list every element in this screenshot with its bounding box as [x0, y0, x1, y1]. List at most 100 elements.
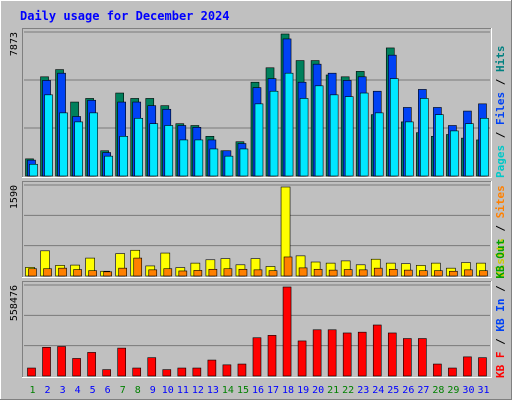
- x-tick-label: 9: [150, 385, 156, 396]
- x-tick-label: 8: [135, 385, 141, 396]
- bar-sites: [388, 268, 398, 277]
- bar-pages: [450, 130, 459, 177]
- bar-kbf: [87, 352, 96, 377]
- x-tick-label: 13: [207, 385, 219, 396]
- x-tick-label: 21: [327, 385, 339, 396]
- bar-sites: [28, 268, 37, 277]
- bar-kbf: [433, 363, 442, 377]
- bar-pages: [44, 94, 53, 177]
- bar-sites: [88, 270, 97, 277]
- bar-pages: [389, 78, 399, 177]
- y-max-label-visits: 1590: [9, 185, 20, 209]
- x-tick-label: 25: [387, 385, 399, 396]
- x-tick-label: 5: [90, 385, 96, 396]
- legend-separator: /: [494, 279, 507, 299]
- x-tick-label: 11: [177, 385, 189, 396]
- legend-separator: /: [494, 125, 507, 145]
- bar-sites: [148, 269, 158, 277]
- x-tick-label: 26: [402, 385, 414, 396]
- bar-kbf: [252, 337, 262, 377]
- bar-kbf: [237, 363, 247, 377]
- bar-kbf: [297, 340, 307, 377]
- x-tick-label: 17: [267, 385, 279, 396]
- bar-kbf: [267, 335, 277, 377]
- bar-kbf: [463, 356, 472, 377]
- bar-pages: [420, 98, 429, 177]
- bar-sites: [103, 271, 112, 277]
- bar-sites: [163, 268, 173, 277]
- bar-pages: [134, 117, 144, 177]
- legend-kbytes: KB F / KB In / KB Out: [494, 239, 507, 378]
- x-tick-label: 16: [252, 385, 264, 396]
- bar-sites: [298, 267, 308, 277]
- bar-sites: [343, 269, 353, 277]
- x-tick-label: 30: [462, 385, 474, 396]
- bar-pages: [480, 117, 489, 177]
- bar-kbf: [57, 346, 66, 377]
- bar-pages: [299, 98, 309, 177]
- bar-pages: [405, 121, 414, 177]
- legend-entry-kb-f: KB F: [494, 352, 507, 379]
- legend-entry-kb-out: KB Out: [494, 239, 507, 279]
- bar-pages: [209, 148, 219, 177]
- bar-sites: [358, 269, 368, 277]
- legend-visits: Visits / Sites: [494, 185, 507, 278]
- bar-pages: [29, 163, 38, 177]
- x-tick-label: 14: [222, 385, 234, 396]
- bar-sites: [223, 268, 233, 277]
- bar-kbf: [282, 286, 292, 377]
- bar-pages: [164, 125, 174, 177]
- bar-sites: [434, 270, 443, 277]
- bar-kbf: [387, 332, 397, 377]
- bar-kbf: [448, 367, 457, 377]
- legend-entry-hits: Hits: [494, 46, 507, 73]
- bar-pages: [314, 85, 324, 177]
- bar-sites: [283, 256, 293, 277]
- bar-sites: [58, 267, 67, 277]
- x-tick-label: 23: [357, 385, 369, 396]
- bar-pages: [179, 139, 189, 177]
- x-tick-label: 2: [45, 385, 51, 396]
- bar-kbf: [312, 329, 322, 377]
- bar-kbf: [478, 357, 487, 377]
- bar-sites: [479, 270, 488, 277]
- legend-entry-pages: Pages: [494, 145, 507, 178]
- legend-entry-files: Files: [494, 92, 507, 125]
- x-tick-label: 22: [342, 385, 354, 396]
- legend-entry-kb-in: KB In: [494, 299, 507, 332]
- x-tick-label: 10: [162, 385, 174, 396]
- legend-entry-visits: Visits: [494, 238, 507, 278]
- x-tick-label: 29: [447, 385, 459, 396]
- bar-kbf: [117, 347, 126, 377]
- bar-pages: [74, 121, 83, 177]
- legend-separator: /: [494, 332, 507, 352]
- bar-sites: [404, 269, 413, 277]
- bar-pages: [89, 112, 98, 177]
- bar-pages: [194, 139, 204, 177]
- bar-sites: [449, 270, 458, 277]
- x-axis-labels: 1 2 3 4 5 6 7 8 9 10 11 12 13 14 15 16 17 18 19 20 21 22 23 24 2…: [30, 385, 490, 396]
- bar-pages: [269, 90, 279, 177]
- y-max-label-hits: 7873: [9, 32, 20, 56]
- x-tick-label: 27: [417, 385, 429, 396]
- bar-kbf: [147, 357, 157, 377]
- y-max-label-kbytes: 558476: [9, 285, 20, 321]
- x-tick-label: 20: [312, 385, 324, 396]
- bar-pages: [465, 123, 474, 177]
- bar-sites: [73, 269, 82, 277]
- x-tick-label: 4: [75, 385, 81, 396]
- bar-sites: [268, 270, 278, 277]
- bar-kbf: [42, 347, 51, 377]
- bar-sites: [373, 267, 383, 277]
- bar-pages: [344, 96, 354, 177]
- bar-sites: [208, 268, 218, 277]
- bar-sites: [313, 268, 323, 277]
- x-tick-label: 18: [282, 385, 294, 396]
- bar-kbf: [192, 367, 202, 377]
- x-tick-label: 19: [297, 385, 309, 396]
- x-tick-label: 28: [432, 385, 444, 396]
- bar-sites: [118, 267, 127, 277]
- bar-kbf: [27, 367, 36, 377]
- bar-kbf: [72, 358, 81, 377]
